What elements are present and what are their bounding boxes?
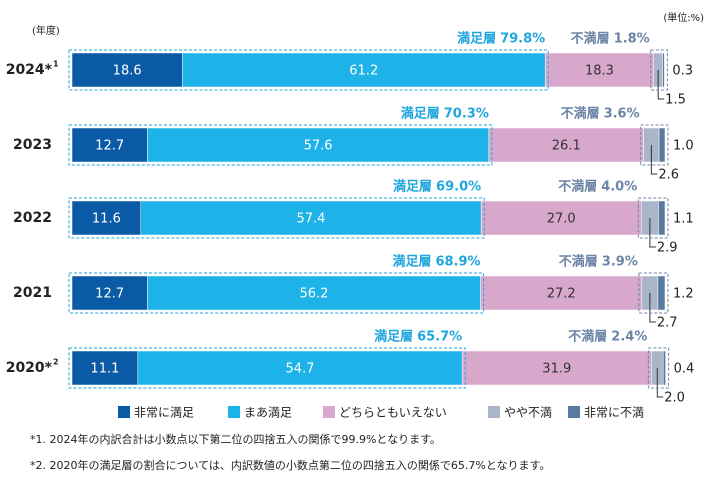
group-name: 不満層 bbox=[559, 254, 598, 270]
segment-label: 31.9 bbox=[542, 362, 571, 377]
segment-label: 57.6 bbox=[304, 139, 333, 154]
segment-label: 1.1 bbox=[673, 212, 694, 227]
group-name: 不満層 bbox=[561, 106, 600, 122]
group-name: 不満層 bbox=[558, 179, 597, 195]
bar-segment bbox=[71, 127, 148, 163]
legend-swatch bbox=[568, 406, 580, 418]
bar-segment bbox=[544, 52, 654, 88]
group-name: 不満層 bbox=[568, 329, 607, 345]
group-box bbox=[647, 347, 670, 389]
segment-label: 2.0 bbox=[664, 391, 685, 406]
group-box bbox=[68, 197, 485, 239]
bar-segment bbox=[182, 52, 546, 88]
category-label: 2024* bbox=[6, 62, 53, 78]
category-label: 2021 bbox=[13, 285, 52, 301]
bar-segment bbox=[662, 350, 666, 386]
segment-label: 1.5 bbox=[665, 93, 686, 108]
bar-segment bbox=[137, 350, 463, 386]
group-value: 3.6% bbox=[604, 107, 640, 122]
legend-label: 非常に満足 bbox=[134, 406, 194, 420]
group-name: 満足層 bbox=[374, 329, 413, 345]
category-label: 2020* bbox=[6, 360, 53, 376]
segment-label: 57.4 bbox=[297, 212, 326, 227]
legend-label: 非常に不満 bbox=[584, 406, 644, 420]
segment-label: 61.2 bbox=[349, 64, 378, 79]
group-value: 68.9% bbox=[435, 255, 480, 270]
group-box bbox=[650, 49, 668, 91]
group-box bbox=[68, 124, 493, 166]
group-box bbox=[68, 272, 485, 314]
legend-swatch bbox=[323, 406, 335, 418]
group-name: 満足層 bbox=[457, 31, 496, 47]
bar-segment bbox=[480, 200, 642, 236]
segment-label: 11.6 bbox=[92, 212, 121, 227]
segment-label: 0.4 bbox=[674, 362, 695, 377]
bar-segment bbox=[147, 275, 481, 311]
segment-label: 2.6 bbox=[658, 168, 679, 183]
group-box bbox=[68, 347, 466, 389]
legend-label: まあ満足 bbox=[244, 406, 292, 420]
legend-label: やや不満 bbox=[504, 406, 552, 420]
bar-segment bbox=[488, 127, 644, 163]
segment-label: 56.2 bbox=[299, 287, 328, 302]
segment-label: 1.0 bbox=[673, 139, 694, 154]
legend-label: どちらともいえない bbox=[339, 406, 447, 420]
group-value: 79.8% bbox=[500, 32, 545, 47]
category-label: 2022 bbox=[13, 210, 52, 226]
leader-line bbox=[656, 368, 664, 398]
segment-label: 26.1 bbox=[552, 139, 581, 154]
bar-segment bbox=[657, 275, 666, 311]
bar-segment bbox=[147, 127, 490, 163]
bar-segment bbox=[71, 275, 148, 311]
group-value: 1.8% bbox=[614, 32, 650, 47]
bar-segment bbox=[480, 275, 643, 311]
segment-label: 18.3 bbox=[585, 64, 614, 79]
bar-segment bbox=[71, 52, 183, 88]
unit-note: (単位:%) bbox=[663, 11, 704, 24]
group-name: 満足層 bbox=[393, 179, 432, 195]
footnote: *1. 2024年の内訳合計は小数点以下第二位の四捨五入の関係で99.9%となり… bbox=[30, 432, 441, 446]
group-name: 満足層 bbox=[401, 106, 440, 122]
segment-label: 1.2 bbox=[673, 287, 694, 302]
leader-line bbox=[649, 293, 656, 323]
segment-label: 18.6 bbox=[113, 64, 142, 79]
group-name: 満足層 bbox=[392, 254, 431, 270]
segment-label: 0.3 bbox=[672, 64, 693, 79]
segment-label: 27.0 bbox=[547, 212, 576, 227]
leader-line bbox=[650, 145, 658, 175]
group-name: 不満層 bbox=[571, 31, 610, 47]
group-value: 4.0% bbox=[601, 180, 637, 195]
category-axis-label: (年度) bbox=[32, 24, 60, 37]
group-value: 69.0% bbox=[436, 180, 481, 195]
group-box bbox=[640, 124, 669, 166]
legend-swatch bbox=[118, 406, 130, 418]
leader-line bbox=[657, 70, 665, 100]
group-value: 3.9% bbox=[602, 255, 638, 270]
segment-label: 11.1 bbox=[90, 362, 119, 377]
segment-label: 27.2 bbox=[547, 287, 576, 302]
segment-label: 54.7 bbox=[286, 362, 315, 377]
bar-segment bbox=[658, 127, 666, 163]
legend-swatch bbox=[488, 406, 500, 418]
group-value: 65.7% bbox=[417, 330, 462, 345]
bar-segment bbox=[140, 200, 482, 236]
category-label: 2023 bbox=[13, 137, 52, 153]
group-value: 70.3% bbox=[444, 107, 489, 122]
bar-segment bbox=[662, 52, 665, 88]
group-value: 2.4% bbox=[611, 330, 647, 345]
bar-segment bbox=[71, 200, 142, 236]
legend-swatch bbox=[228, 406, 240, 418]
category-mark: 2 bbox=[53, 358, 59, 367]
footnote: *2. 2020年の満足層の割合については、内訳数値の小数点第二位の四捨五入の関… bbox=[30, 458, 550, 472]
leader-line bbox=[649, 218, 656, 248]
bar-segment bbox=[658, 200, 666, 236]
segment-label: 12.7 bbox=[95, 139, 124, 154]
bar-segment bbox=[461, 350, 652, 386]
segment-label: 2.7 bbox=[657, 316, 678, 331]
segment-label: 12.7 bbox=[95, 287, 124, 302]
segment-label: 2.9 bbox=[657, 241, 678, 256]
category-mark: 1 bbox=[53, 60, 59, 69]
